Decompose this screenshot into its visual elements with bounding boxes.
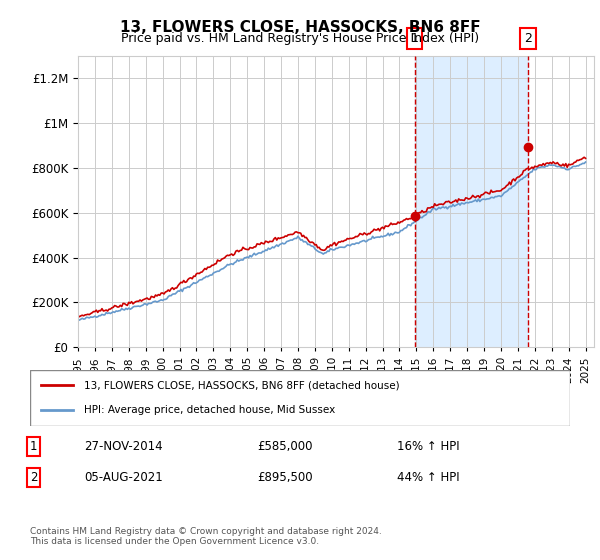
Text: £585,000: £585,000 bbox=[257, 440, 312, 453]
Text: 05-AUG-2021: 05-AUG-2021 bbox=[84, 471, 163, 484]
Text: Price paid vs. HM Land Registry's House Price Index (HPI): Price paid vs. HM Land Registry's House … bbox=[121, 32, 479, 45]
Text: 1: 1 bbox=[30, 440, 37, 453]
Text: 44% ↑ HPI: 44% ↑ HPI bbox=[397, 471, 460, 484]
Text: Contains HM Land Registry data © Crown copyright and database right 2024.
This d: Contains HM Land Registry data © Crown c… bbox=[30, 526, 382, 546]
Text: 16% ↑ HPI: 16% ↑ HPI bbox=[397, 440, 460, 453]
Text: 2: 2 bbox=[30, 471, 37, 484]
Text: 13, FLOWERS CLOSE, HASSOCKS, BN6 8FF (detached house): 13, FLOWERS CLOSE, HASSOCKS, BN6 8FF (de… bbox=[84, 380, 400, 390]
Text: HPI: Average price, detached house, Mid Sussex: HPI: Average price, detached house, Mid … bbox=[84, 405, 335, 415]
Text: 13, FLOWERS CLOSE, HASSOCKS, BN6 8FF: 13, FLOWERS CLOSE, HASSOCKS, BN6 8FF bbox=[119, 20, 481, 35]
Bar bbox=[415, 56, 528, 347]
Text: 27-NOV-2014: 27-NOV-2014 bbox=[84, 440, 163, 453]
Text: 1: 1 bbox=[411, 32, 419, 45]
Text: £895,500: £895,500 bbox=[257, 471, 313, 484]
Text: 2: 2 bbox=[524, 32, 532, 45]
FancyBboxPatch shape bbox=[30, 370, 570, 426]
